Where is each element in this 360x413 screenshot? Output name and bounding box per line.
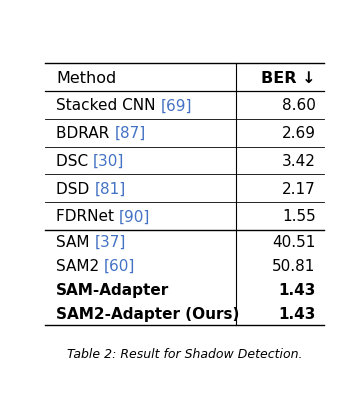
Text: 3.42: 3.42 [282, 154, 316, 169]
Text: Stacked CNN: Stacked CNN [56, 98, 161, 113]
Text: SAM: SAM [56, 235, 95, 249]
Text: 2.17: 2.17 [282, 181, 316, 196]
Text: SAM-Adapter: SAM-Adapter [56, 282, 170, 297]
Text: [30]: [30] [93, 154, 125, 169]
Text: DSD: DSD [56, 181, 94, 196]
Text: [60]: [60] [104, 259, 135, 273]
Text: 50.81: 50.81 [272, 259, 316, 273]
Text: BDRAR: BDRAR [56, 126, 114, 141]
Text: 1.43: 1.43 [278, 306, 316, 321]
Text: [87]: [87] [114, 126, 145, 141]
Text: [81]: [81] [94, 181, 126, 196]
Text: 2.69: 2.69 [282, 126, 316, 141]
Text: 1.55: 1.55 [282, 209, 316, 224]
Text: BER ↓: BER ↓ [261, 70, 316, 85]
Text: 40.51: 40.51 [272, 235, 316, 249]
Text: SAM2: SAM2 [56, 259, 104, 273]
Text: [37]: [37] [95, 235, 126, 249]
Text: Table 2: Result for Shadow Detection.: Table 2: Result for Shadow Detection. [67, 347, 302, 360]
Text: FDRNet: FDRNet [56, 209, 119, 224]
Text: 1.43: 1.43 [278, 282, 316, 297]
Text: [90]: [90] [119, 209, 150, 224]
Text: [69]: [69] [161, 98, 192, 113]
Text: Method: Method [56, 70, 116, 85]
Text: 8.60: 8.60 [282, 98, 316, 113]
Text: SAM2-Adapter (Ours): SAM2-Adapter (Ours) [56, 306, 239, 321]
Text: DSC: DSC [56, 154, 93, 169]
